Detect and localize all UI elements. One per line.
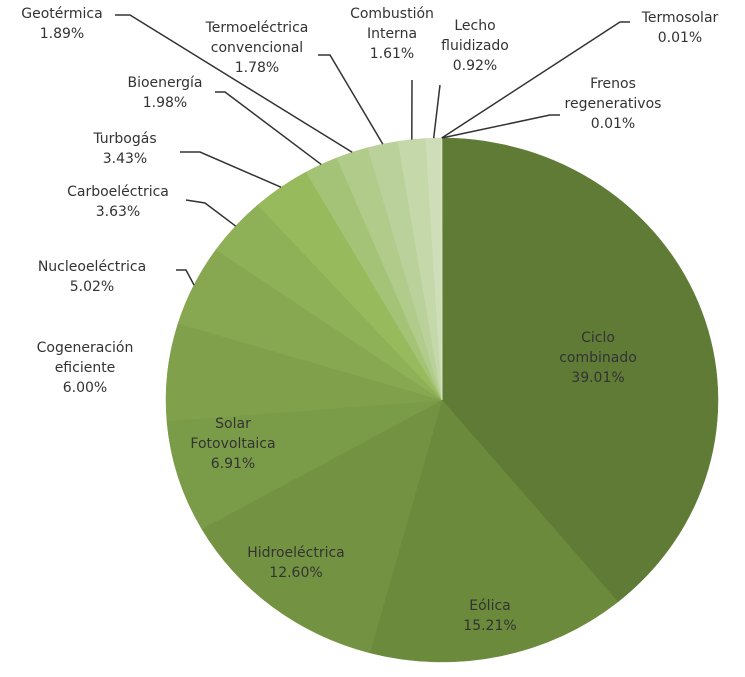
pie-slice xyxy=(166,399,443,530)
label-line: Turbogás xyxy=(92,131,156,147)
label-line: Lecho xyxy=(454,18,495,34)
value-label: 6.91% xyxy=(211,456,255,472)
label-line: Hidroeléctrica xyxy=(247,545,345,561)
label-line: Fotovoltaica xyxy=(190,436,275,452)
value-label: 5.02% xyxy=(70,279,114,295)
label-line: Ciclo xyxy=(581,330,615,346)
value-label: 6.00% xyxy=(63,380,107,396)
slice-label: Ciclo combinado xyxy=(559,330,637,366)
value-label: 1.89% xyxy=(40,26,84,42)
leader-line xyxy=(432,84,441,139)
leader-line xyxy=(318,54,384,145)
label-line: combinado xyxy=(559,350,637,366)
value-label: 3.63% xyxy=(96,204,140,220)
label-line: Termoeléctrica xyxy=(205,20,309,36)
value-label: 1.78% xyxy=(235,60,279,76)
leader-line xyxy=(115,14,353,153)
label-line: Frenos xyxy=(590,76,636,92)
label-line: Nucleoeléctrica xyxy=(38,259,146,275)
leader-line xyxy=(185,199,237,227)
label-line: regenerativos xyxy=(565,96,662,112)
label-line: Solar xyxy=(215,416,251,432)
label-line: Interna xyxy=(367,26,417,42)
slice-label: Carboeléctrica xyxy=(67,184,169,200)
label-line: eficiente xyxy=(55,360,116,376)
value-label: 3.43% xyxy=(103,151,147,167)
label-line: convencional xyxy=(211,40,303,56)
slice-label: Turbogás xyxy=(92,131,156,147)
slice-label: Nucleoeléctrica xyxy=(38,259,146,275)
leader-line xyxy=(441,114,560,139)
slice-label: Frenos regenerativos xyxy=(565,76,662,112)
leader-line xyxy=(441,21,630,139)
value-label: 12.60% xyxy=(269,565,322,581)
slice-label: Lecho fluidizado xyxy=(441,18,509,54)
slice-label: Geotérmica xyxy=(21,6,102,22)
slice-label: Bioenergía xyxy=(127,75,202,91)
slice-label: Termosolar xyxy=(641,10,719,26)
value-label: 1.98% xyxy=(143,95,187,111)
leader-line xyxy=(180,151,282,188)
label-line: Cogeneración xyxy=(37,340,134,356)
slice-label: Cogeneración eficiente xyxy=(37,340,134,376)
label-line: Termosolar xyxy=(641,10,719,26)
slice-label: Termoeléctrica convencional xyxy=(205,20,309,56)
slice-label: Solar Fotovoltaica xyxy=(190,416,275,452)
slice-label: Combustión Interna xyxy=(350,6,434,42)
pie-slice xyxy=(369,399,619,663)
label-line: Eólica xyxy=(469,598,510,614)
value-label: 0.01% xyxy=(658,30,702,46)
label-line: fluidizado xyxy=(441,38,509,54)
label-line: Combustión xyxy=(350,6,434,22)
label-line: Carboeléctrica xyxy=(67,184,169,200)
label-line: Geotérmica xyxy=(21,6,102,22)
label-line: Bioenergía xyxy=(127,75,202,91)
leader-line xyxy=(215,91,322,166)
leader-line xyxy=(176,269,195,286)
pie-slice xyxy=(201,399,443,654)
slice-label: Eólica xyxy=(469,598,510,614)
value-label: 39.01% xyxy=(571,370,624,386)
value-label: 0.01% xyxy=(591,116,635,132)
value-label: 15.21% xyxy=(463,618,516,634)
value-label: 1.61% xyxy=(370,46,414,62)
value-label: 0.92% xyxy=(453,58,497,74)
slice-label: Hidroeléctrica xyxy=(247,545,345,561)
pie-slice xyxy=(441,137,719,603)
